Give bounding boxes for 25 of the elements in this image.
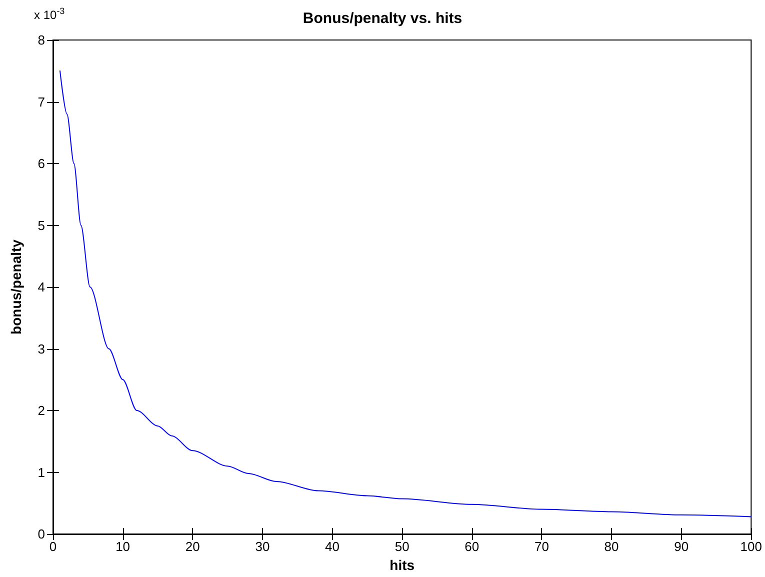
y-tick-label: 4 xyxy=(38,280,45,294)
x-tick-label: 10 xyxy=(116,539,130,554)
x-tick-label: 40 xyxy=(325,539,340,554)
y-tick-label: 2 xyxy=(38,403,45,418)
chart-title: Bonus/penalty vs. hits xyxy=(302,10,462,27)
x-axis-title: hits xyxy=(390,557,415,573)
y-tick-label: 3 xyxy=(38,341,45,356)
x-tick-label: 60 xyxy=(464,539,480,554)
x-tick-label: 70 xyxy=(534,539,549,554)
x-tick-label: 20 xyxy=(185,539,200,554)
y-tick-label: 1 xyxy=(38,464,45,480)
y-tick-label: 5 xyxy=(38,218,45,233)
line-series xyxy=(59,70,752,518)
y-tick-label: 6 xyxy=(38,156,45,171)
y-tick-label: 8 xyxy=(38,32,45,48)
x-tick-label: 100 xyxy=(740,539,762,554)
x-tick-label: 0 xyxy=(49,539,57,554)
x-tick-label: 30 xyxy=(255,539,270,554)
x-tick-label: 50 xyxy=(394,539,410,554)
y-axis-title: bonus/penalty xyxy=(8,239,24,334)
y-tick-label: 0 xyxy=(38,526,45,542)
x-tick-label: 80 xyxy=(604,539,619,554)
x-tick-label: 90 xyxy=(674,539,689,554)
y-tick-label: 7 xyxy=(38,94,45,110)
text: x 10$^{-3}$ xyxy=(34,6,65,22)
